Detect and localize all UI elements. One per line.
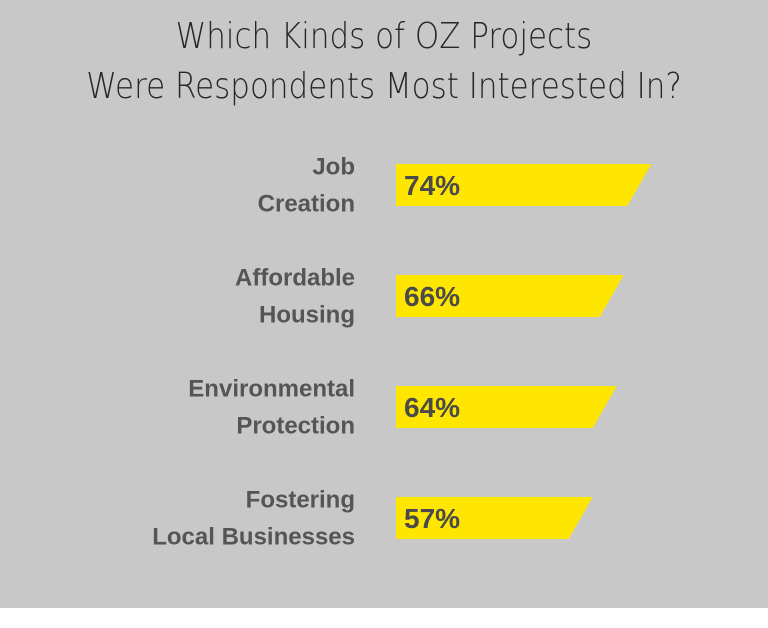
category-label-1-line-1: Job (312, 154, 355, 181)
category-label-4-line-2: Local Businesses (152, 524, 355, 551)
value-label-2: 66% (404, 281, 460, 312)
category-label-3-line-1: Environmental (188, 376, 355, 403)
category-label-1-line-2: Creation (258, 191, 355, 218)
category-label-2-line-1: Affordable (235, 265, 355, 292)
bar-chart: 74% Job Creation 66% Affordable Housing 64% Env… (152, 154, 652, 551)
chart-title-line-1: Which Kinds of OZ Projects (175, 16, 593, 57)
bar-1 (396, 164, 652, 206)
chart-title: Which Kinds of OZ Projects Were Responde… (54, 12, 714, 112)
bar-4 (396, 497, 593, 539)
chart-panel (0, 0, 768, 608)
category-label-2-line-2: Housing (259, 302, 355, 329)
value-label-4: 57% (404, 503, 460, 534)
category-label-3-line-2: Protection (236, 413, 355, 440)
bar-2 (396, 275, 624, 317)
category-label-4-line-1: Fostering (246, 487, 355, 514)
chart-title-line-2: Were Respondents Most Interested In? (86, 66, 682, 107)
bar-3 (396, 386, 617, 428)
value-label-3: 64% (404, 392, 460, 423)
value-label-1: 74% (404, 170, 460, 201)
